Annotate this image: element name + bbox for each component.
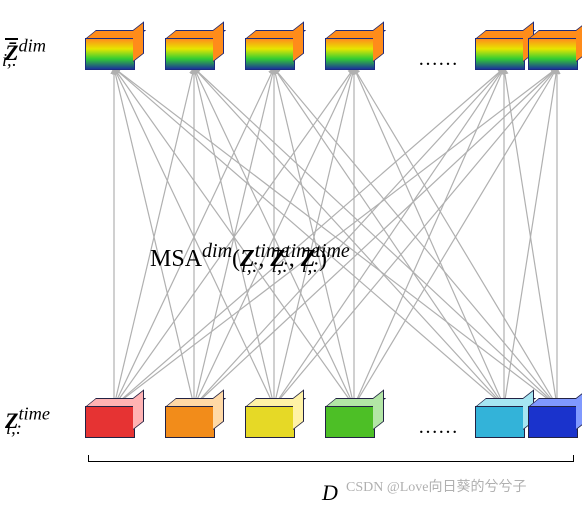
ellipsis-top: …… <box>418 48 458 71</box>
dimension-brace <box>88 455 574 462</box>
diagram-canvas: Z̄dimi,: Ztimei,: MSAdim(Ztimei,:, Ztime… <box>0 0 582 521</box>
output-tensor-label: Z̄dimi,: <box>5 36 18 71</box>
dimension-label: D <box>322 480 338 506</box>
ellipsis-bottom: …… <box>418 416 458 439</box>
input-tensor-label: Ztimei,: <box>5 404 22 439</box>
msa-formula: MSAdim(Ztimei,:, Ztimei,:, Ztimei,:) <box>150 240 327 278</box>
watermark-text: CSDN @Love向日葵的兮兮子 <box>346 476 527 496</box>
